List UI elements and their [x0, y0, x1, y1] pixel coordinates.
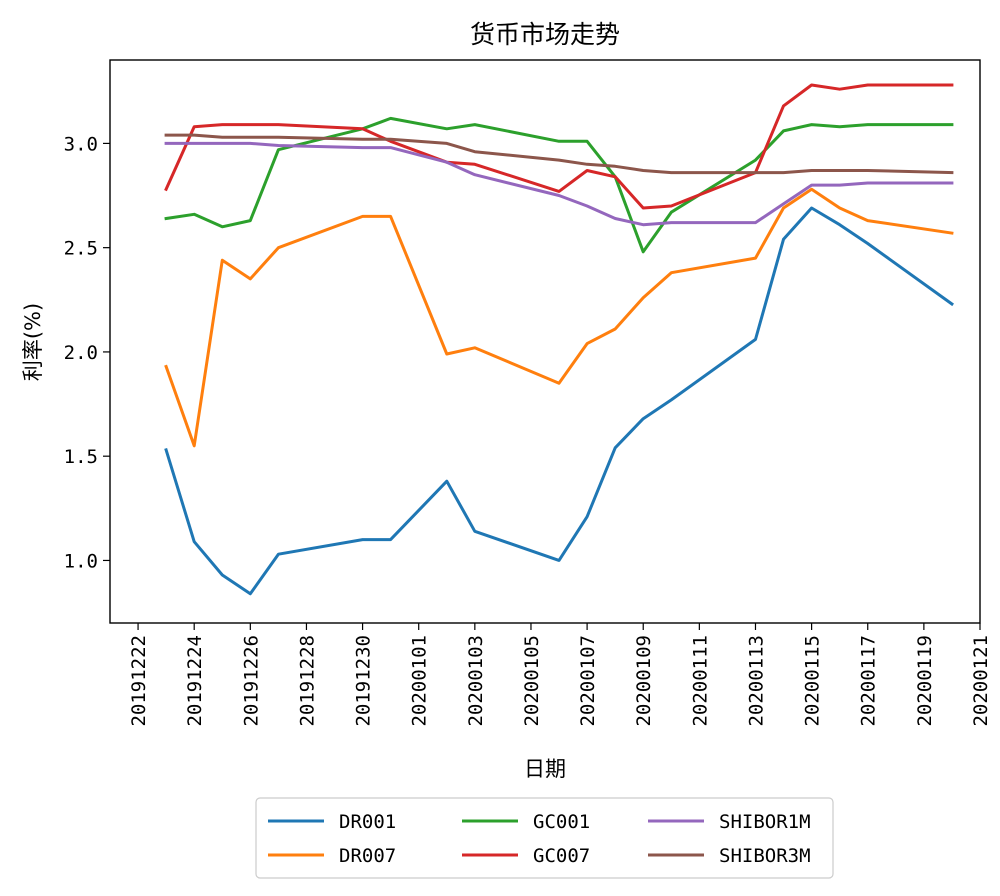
legend-label-dr001: DR001: [339, 811, 396, 833]
chart-title: 货币市场走势: [470, 20, 620, 49]
x-tick-label: 20191230: [353, 635, 375, 727]
plot-frame: [109, 59, 981, 624]
plot-area: [109, 59, 981, 624]
series-line-gc001: [164, 116, 954, 254]
legend-label-shibor1m: SHIBOR1M: [719, 811, 811, 833]
x-tick-label: 20191224: [184, 635, 206, 727]
y-tick-label: 3.0: [64, 133, 98, 155]
x-tick-label: 20200115: [802, 635, 824, 727]
x-tick-label: 20200109: [633, 635, 655, 727]
y-tick-label: 1.0: [64, 550, 98, 572]
y-tick-label: 1.5: [64, 446, 98, 468]
x-tick-label: 20200101: [409, 635, 431, 727]
series-line-dr007: [164, 187, 954, 448]
x-tick-label: 20200107: [577, 635, 599, 727]
x-tick-label: 20191226: [240, 635, 262, 727]
series-line-gc007: [164, 83, 954, 210]
legend: DR001 DR007 GC001 GC007 SHIBOR1M SHIBOR3M: [255, 797, 834, 879]
x-tick-label: 20200121: [970, 635, 992, 727]
x-tick-label: 20200113: [745, 635, 767, 727]
y-tick-label: 2.0: [64, 342, 98, 364]
series-line-shibor1m: [164, 141, 954, 227]
legend-label-gc001: GC001: [533, 811, 590, 833]
series-line-shibor3m: [164, 133, 954, 175]
legend-label-gc007: GC007: [533, 845, 590, 867]
x-tick-label: 20200103: [465, 635, 487, 727]
x-axis-title: 日期: [524, 757, 566, 781]
x-tick-label: 20191228: [296, 635, 318, 727]
x-tick-label: 20200105: [521, 635, 543, 727]
y-axis: 1.0 1.5 2.0 2.5 3.0: [64, 133, 110, 572]
legend-label-dr007: DR007: [339, 845, 396, 867]
series-line-dr001: [164, 206, 954, 596]
legend-label-shibor3m: SHIBOR3M: [719, 845, 811, 867]
x-tick-label: 20200119: [914, 635, 936, 727]
x-axis: 20191222 20191224 20191226 20191228 20191230…: [128, 623, 992, 727]
x-tick-label: 20200111: [689, 635, 711, 727]
y-axis-title: 利率(%): [21, 303, 45, 381]
legend-box: [255, 797, 834, 879]
x-tick-label: 20200117: [858, 635, 880, 727]
y-tick-label: 2.5: [64, 238, 98, 260]
x-tick-label: 20191222: [128, 635, 150, 727]
